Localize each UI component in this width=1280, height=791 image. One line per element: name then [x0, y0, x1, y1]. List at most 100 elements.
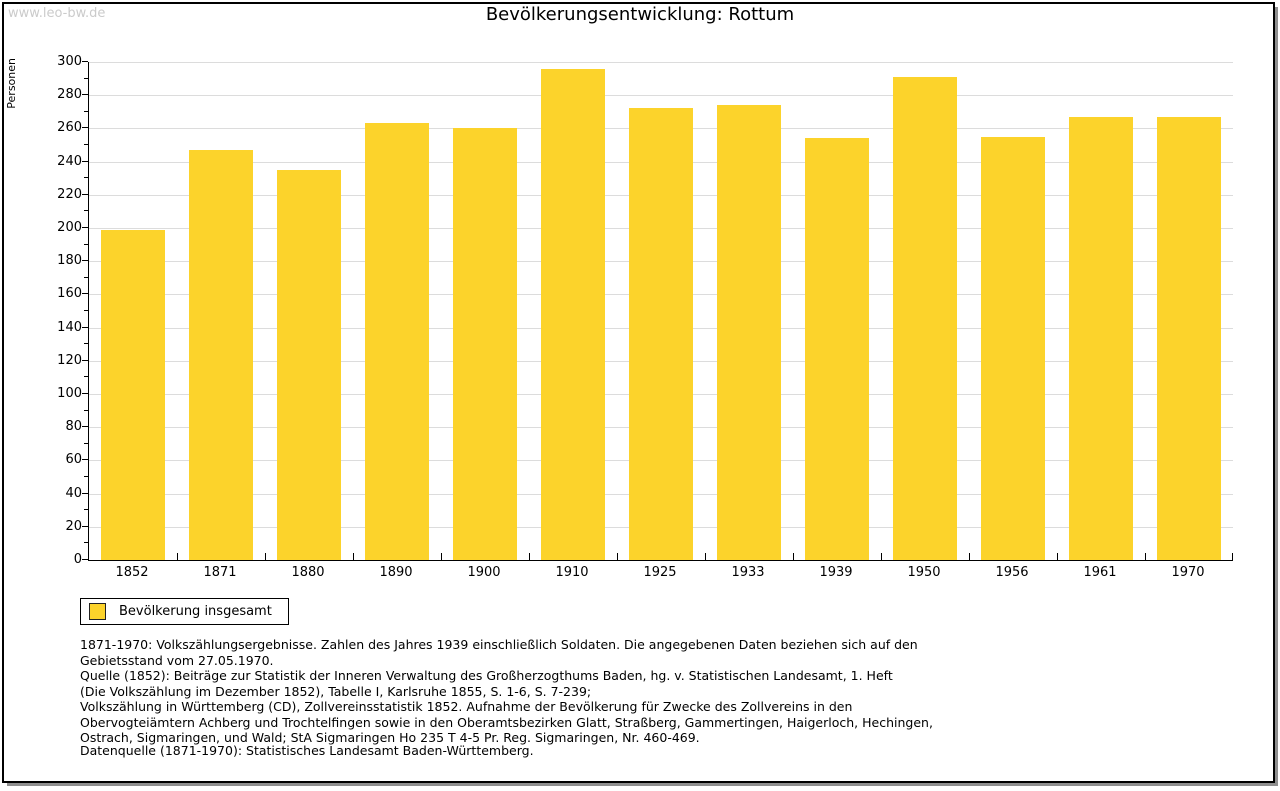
- y-axis-minor-tick: [84, 442, 88, 444]
- y-axis-major-tick: [82, 227, 88, 228]
- y-tick-label: 80: [65, 419, 82, 435]
- x-axis-tick: [881, 553, 882, 560]
- y-axis-major-tick: [82, 359, 88, 361]
- bar-1871: [189, 149, 253, 560]
- bar-1933: [717, 105, 781, 560]
- bar-1852: [101, 229, 165, 560]
- y-axis-minor-tick: [84, 476, 88, 477]
- source-note-line: Gebietsstand vom 27.05.1970.: [80, 652, 274, 668]
- datasource-note: Datenquelle (1871-1970): Statistisches L…: [80, 743, 534, 758]
- source-note-line: Obervogteiämtern Achberg und Trochtelfin…: [80, 714, 933, 730]
- legend-label: Bevölkerung insgesamt: [119, 604, 272, 619]
- y-axis-major-tick: [82, 160, 88, 162]
- source-note-line: Volkszählung in Württemberg (CD), Zollve…: [80, 699, 853, 714]
- y-axis-minor-tick: [84, 110, 88, 112]
- y-tick-label: 160: [57, 286, 82, 302]
- x-tick-label: 1890: [379, 565, 413, 580]
- y-axis-major-tick: [82, 94, 88, 96]
- y-tick-label: 0: [73, 552, 82, 567]
- x-tick-label: 1950: [907, 565, 941, 580]
- y-axis-major-tick: [82, 525, 88, 527]
- y-axis-major-tick: [82, 492, 88, 494]
- x-axis-tick: [1145, 553, 1146, 560]
- y-axis-major-tick: [82, 426, 88, 428]
- y-axis-minor-tick: [84, 310, 88, 311]
- x-axis-tick: [793, 553, 794, 560]
- y-axis-major-tick: [82, 326, 88, 328]
- gridline: [89, 62, 1233, 63]
- y-axis-major-tick: [82, 127, 88, 129]
- bar-1910: [541, 68, 605, 560]
- x-axis-tick: [1232, 553, 1233, 560]
- bar-1890: [365, 123, 429, 560]
- y-axis-major-tick: [82, 193, 88, 195]
- y-axis-minor-tick: [84, 509, 88, 511]
- source-note-line: Quelle (1852): Beiträge zur Statistik de…: [80, 668, 893, 683]
- x-tick-label: 1956: [995, 565, 1029, 580]
- bar-1900: [453, 128, 517, 560]
- legend-swatch-icon: [89, 603, 106, 620]
- y-axis-minor-tick: [84, 542, 88, 544]
- y-axis-major-tick: [82, 61, 88, 62]
- y-axis-minor-tick: [84, 343, 88, 345]
- y-tick-label: 240: [57, 153, 82, 169]
- bar-1956: [981, 136, 1045, 560]
- y-axis-minor-tick: [84, 276, 88, 278]
- site-watermark: www.leo-bw.de: [8, 6, 106, 21]
- bar-1939: [805, 138, 869, 560]
- y-tick-label: 20: [65, 518, 82, 534]
- y-axis-minor-tick: [84, 210, 88, 212]
- x-tick-label: 1852: [115, 565, 149, 580]
- x-tick-label: 1900: [467, 565, 501, 580]
- y-axis-major-tick: [82, 459, 88, 461]
- y-axis-major-tick: [82, 393, 88, 394]
- bar-1970: [1157, 116, 1221, 560]
- y-axis-major-tick: [82, 260, 88, 262]
- bar-1950: [893, 76, 957, 560]
- y-axis-major-tick: [82, 559, 88, 560]
- x-tick-label: 1925: [643, 565, 677, 580]
- y-axis-minor-tick: [84, 376, 88, 378]
- y-tick-label: 140: [57, 319, 82, 335]
- y-axis-minor-tick: [84, 77, 88, 79]
- x-axis-tick: [1057, 553, 1058, 560]
- x-tick-label: 1939: [819, 565, 853, 580]
- y-axis-major-tick: [82, 293, 88, 295]
- source-notes: 1871-1970: Volkszählungsergebnisse. Zahl…: [80, 637, 933, 746]
- y-tick-label: 180: [57, 253, 82, 269]
- plot-area: [88, 62, 1233, 561]
- x-axis-tick: [177, 553, 178, 560]
- x-tick-label: 1871: [203, 565, 237, 580]
- bar-1880: [277, 169, 341, 560]
- y-tick-label: 200: [57, 220, 82, 235]
- y-tick-label: 280: [57, 87, 82, 103]
- y-tick-label: 260: [57, 120, 82, 136]
- y-tick-label: 60: [65, 452, 82, 468]
- x-axis-tick: [529, 553, 530, 560]
- x-tick-label: 1961: [1083, 565, 1117, 580]
- y-tick-label: 100: [57, 386, 82, 401]
- y-tick-label: 40: [65, 485, 82, 501]
- x-tick-label: 1970: [1171, 565, 1205, 580]
- source-note-line: (Die Volkszählung im Dezember 1852), Tab…: [80, 683, 592, 699]
- y-tick-label: 120: [57, 352, 82, 368]
- x-axis-tick: [617, 553, 618, 560]
- bar-1925: [629, 108, 693, 560]
- x-tick-label: 1880: [291, 565, 325, 580]
- legend: Bevölkerung insgesamt: [80, 598, 289, 625]
- chart-title: Bevölkerungsentwicklung: Rottum: [485, 4, 795, 25]
- source-note-line: Ostrach, Sigmaringen, und Wald; StA Sigm…: [80, 730, 700, 745]
- y-axis-minor-tick: [84, 144, 88, 145]
- source-note-line: 1871-1970: Volkszählungsergebnisse. Zahl…: [80, 637, 918, 652]
- x-axis-tick: [353, 553, 354, 560]
- y-tick-label: 220: [57, 186, 82, 202]
- y-tick-label: 300: [57, 54, 82, 69]
- x-axis-tick: [969, 553, 970, 560]
- x-axis-tick: [441, 553, 442, 560]
- x-tick-label: 1910: [555, 565, 589, 580]
- x-axis-tick: [705, 553, 706, 560]
- y-axis-title: Personen: [5, 58, 18, 109]
- y-axis-minor-tick: [84, 409, 88, 411]
- x-axis-tick: [265, 553, 266, 560]
- y-axis-minor-tick: [84, 243, 88, 245]
